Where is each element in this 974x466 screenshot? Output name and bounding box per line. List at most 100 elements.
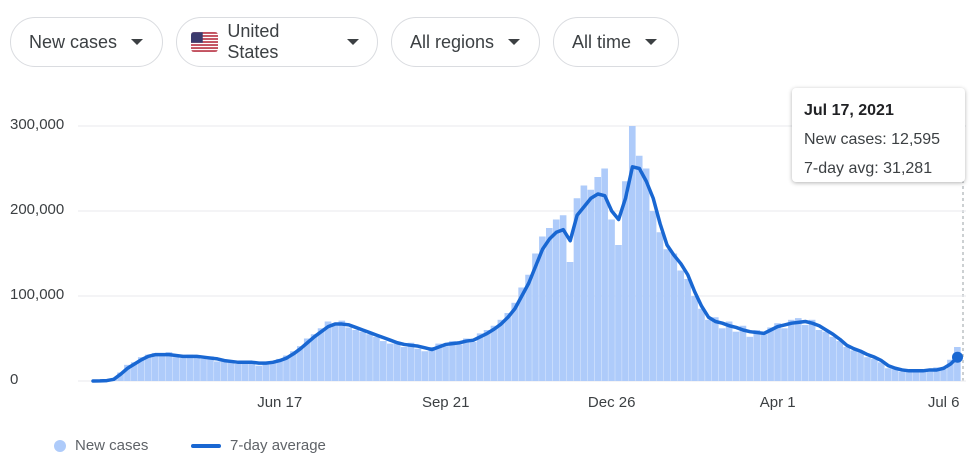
bar [656, 232, 664, 381]
country-dropdown[interactable]: United States [176, 17, 378, 67]
bar [373, 336, 380, 381]
bar [200, 358, 207, 381]
bar [580, 185, 588, 381]
bar [767, 327, 774, 381]
legend-swatch [54, 440, 66, 452]
bar [836, 341, 844, 381]
bar [594, 177, 602, 381]
bar [386, 343, 394, 381]
bar [144, 354, 152, 381]
x-tick-label: Sep 21 [422, 394, 470, 411]
bar [649, 211, 657, 381]
bar [476, 333, 484, 381]
tooltip-line: 7-day avg: 31,281 [804, 160, 933, 177]
metric-dropdown[interactable]: New cases [10, 17, 163, 67]
bar [753, 330, 761, 381]
bar [193, 355, 200, 381]
bar [877, 362, 885, 381]
bar [525, 274, 532, 381]
bar [310, 334, 318, 381]
bar [137, 357, 145, 381]
bar [297, 346, 304, 381]
bar [414, 348, 422, 381]
bar [214, 361, 221, 381]
bar [698, 308, 705, 381]
bar [691, 296, 698, 381]
bar [117, 372, 124, 381]
bar [926, 371, 933, 381]
bar [532, 253, 539, 381]
hover-dot [952, 351, 963, 363]
bar [428, 347, 436, 381]
bar [158, 355, 166, 381]
tooltip: Jul 17, 2021 New cases: 12,595 7-day avg… [792, 88, 965, 182]
bar [871, 358, 878, 381]
bar [933, 367, 940, 381]
bar [545, 228, 553, 381]
legend-label: New cases [75, 437, 148, 454]
bar [843, 347, 851, 381]
bar [677, 270, 685, 381]
bar [718, 328, 726, 381]
average-line [91, 165, 960, 383]
bar [559, 215, 567, 381]
bar [898, 371, 906, 381]
x-tick-label: Dec 26 [588, 394, 636, 411]
bar [781, 328, 788, 381]
bar [552, 219, 560, 381]
bar [566, 262, 574, 381]
bar [151, 352, 159, 381]
bar [864, 357, 871, 381]
bar [670, 253, 678, 381]
bar [788, 319, 795, 381]
bar [705, 319, 712, 381]
bars [96, 126, 961, 381]
flag-icon [191, 32, 219, 52]
bar [366, 334, 373, 381]
bar [518, 287, 525, 381]
bar [359, 331, 366, 381]
bar [352, 330, 359, 381]
bar [131, 362, 138, 381]
bar [276, 358, 283, 381]
bar [504, 313, 512, 381]
bar [407, 342, 415, 381]
bar [919, 369, 927, 381]
bar [400, 347, 408, 381]
bar [891, 369, 899, 381]
bar [262, 362, 270, 381]
bar [822, 331, 830, 381]
x-tick-label: Jun 17 [257, 394, 302, 411]
tooltip-title: Jul 17, 2021 [804, 102, 894, 119]
bar [808, 319, 816, 381]
bar [269, 361, 276, 381]
dropdown-label: New cases [29, 31, 118, 52]
region-dropdown[interactable]: All regions [391, 17, 540, 67]
dropdown-label: All regions [410, 31, 495, 52]
bar [463, 338, 470, 381]
bar [234, 364, 242, 381]
dropdown-arrow [508, 39, 521, 45]
bar [884, 368, 892, 381]
bar [642, 168, 650, 381]
bar [628, 126, 636, 381]
bar [449, 341, 456, 381]
bar [207, 356, 214, 381]
bar [615, 245, 622, 381]
bar [746, 336, 754, 381]
bar [739, 325, 747, 381]
time-dropdown[interactable]: All time [553, 17, 679, 67]
bar [227, 362, 235, 381]
bar [490, 325, 498, 381]
bar [608, 219, 615, 381]
bar [573, 198, 581, 381]
bar [954, 347, 961, 381]
bar [172, 357, 180, 381]
bar [345, 327, 353, 381]
bar [711, 317, 719, 381]
bar [393, 341, 401, 381]
dropdown-label: All time [572, 31, 632, 52]
bar [850, 350, 857, 381]
